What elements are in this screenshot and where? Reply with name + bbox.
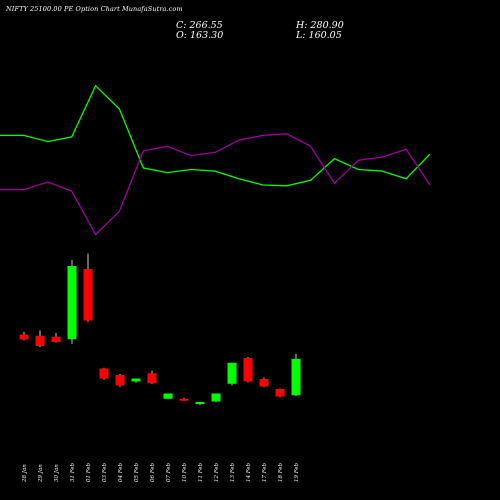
candle-body	[195, 402, 205, 404]
x-tick-label: 01 Feb	[86, 462, 92, 482]
candle-body	[99, 368, 109, 379]
x-tick-label: 03 Feb	[102, 462, 108, 482]
x-tick-label: 07 Feb	[166, 462, 172, 482]
candle-body	[211, 393, 221, 402]
x-tick-label: 13 Feb	[230, 462, 236, 482]
candle-body	[83, 269, 93, 321]
candle-body	[163, 393, 173, 399]
low-value: L: 160.05	[296, 30, 342, 41]
x-tick-label: 28 Jan	[22, 464, 28, 483]
candle-body	[147, 373, 157, 384]
candle-body	[131, 378, 141, 382]
x-tick-label: 04 Feb	[118, 462, 124, 482]
x-tick-label: 18 Feb	[278, 462, 284, 482]
candle-body	[115, 375, 125, 386]
x-tick-label: 19 Feb	[294, 462, 300, 482]
candle-body	[179, 398, 189, 401]
candle-body	[67, 266, 77, 340]
x-tick-label: 11 Feb	[198, 462, 204, 482]
x-tick-label: 29 Jan	[38, 464, 44, 483]
x-tick-label: 12 Feb	[214, 462, 220, 482]
x-tick-label: 10 Feb	[182, 462, 188, 482]
x-tick-label: 14 Feb	[246, 462, 252, 482]
x-tick-label: 31 Feb	[70, 462, 76, 482]
x-axis-labels: 28 Jan 29 Jan 30 Jan 31 Feb 01 Feb 03 Feb 04 F…	[22, 462, 300, 483]
candle-body	[291, 358, 301, 396]
candle-body	[227, 362, 237, 384]
x-tick-label: 17 Feb	[262, 462, 268, 482]
candle-body	[275, 389, 285, 397]
purple-line	[0, 133, 431, 236]
candle-body	[51, 336, 61, 342]
close-value: C: 266.55	[176, 20, 223, 31]
green-line	[0, 84, 431, 187]
candle-body	[35, 335, 45, 346]
candle-body	[259, 379, 269, 387]
chart-title: NIFTY 25100.00 PE Option Chart MunafaSut…	[6, 5, 183, 13]
candle-body	[19, 334, 29, 340]
candles	[19, 253, 301, 405]
overlay-lines	[0, 84, 431, 236]
candle-body	[243, 358, 253, 382]
x-tick-label: 05 Feb	[134, 462, 140, 482]
open-value: O: 163.30	[176, 30, 224, 41]
x-tick-label: 30 Jan	[54, 464, 60, 482]
x-tick-label: 06 Feb	[150, 462, 156, 482]
high-value: H: 280.90	[296, 20, 344, 31]
